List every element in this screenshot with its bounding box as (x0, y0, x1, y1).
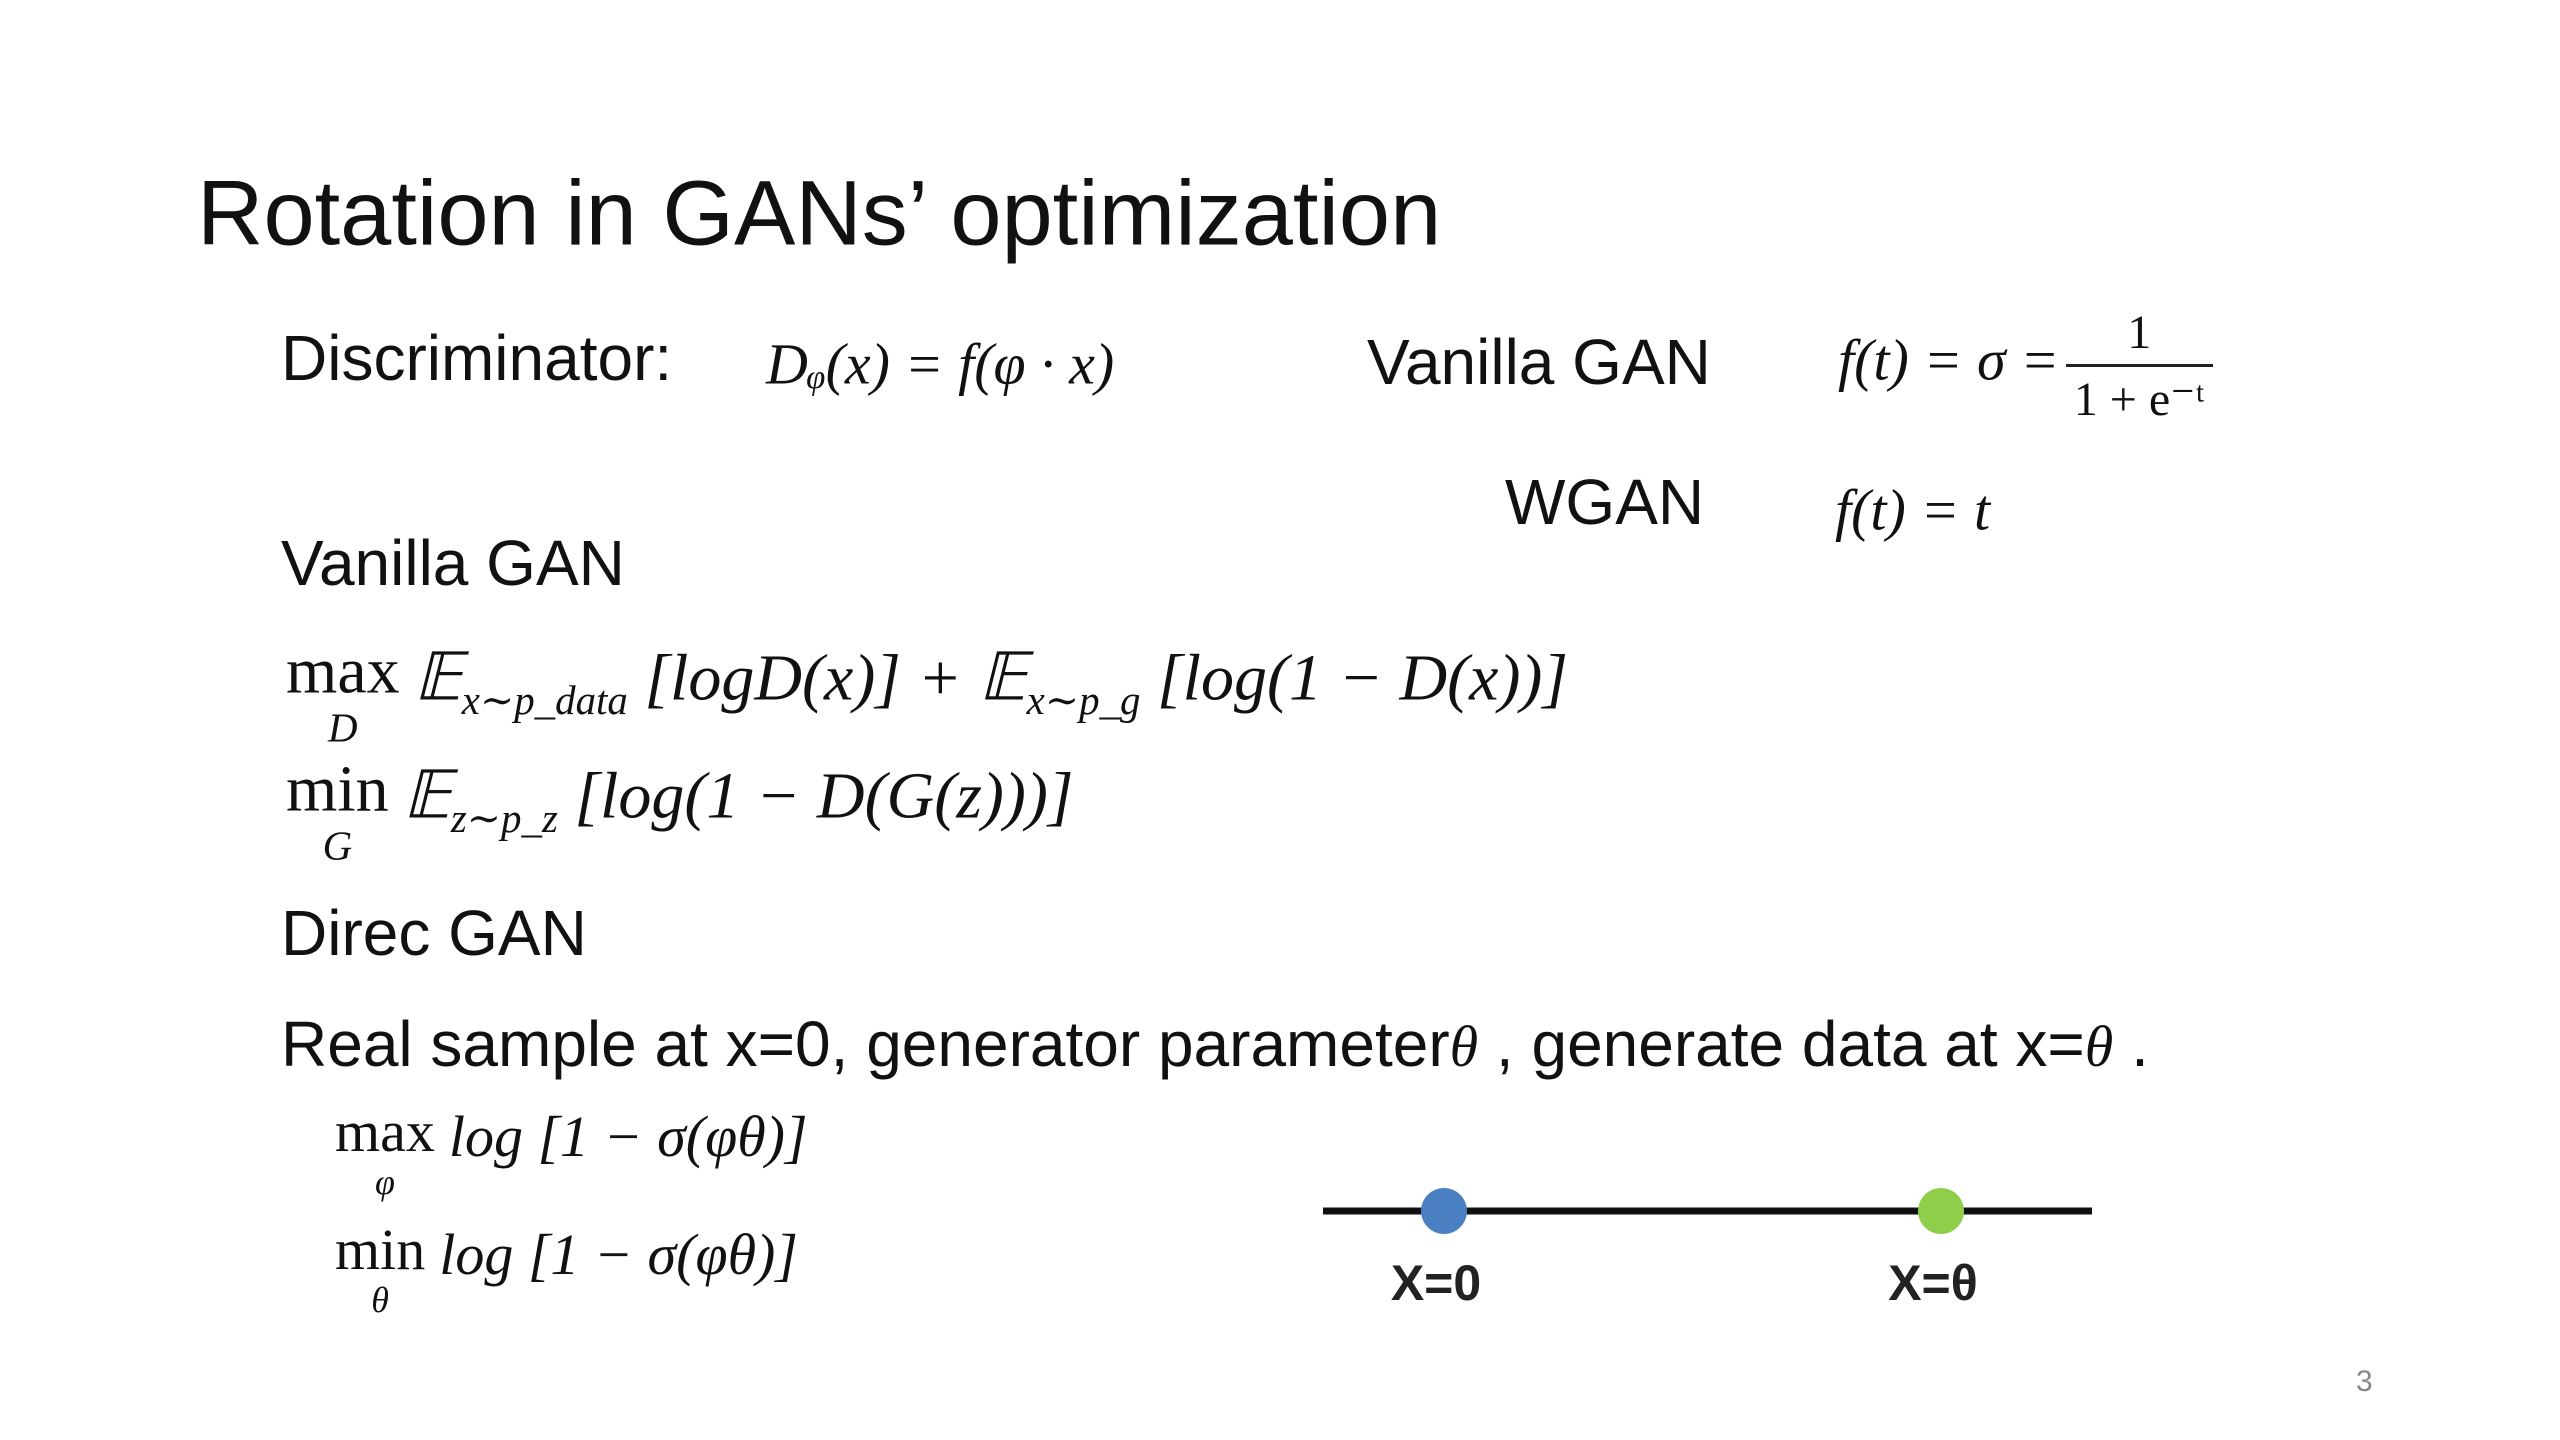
math-symbol: θ (1449, 1014, 1479, 1079)
operator-name: min (286, 752, 389, 826)
number-line-diagram: X=0 X=θ (1323, 1188, 2092, 1311)
operator-name: max (286, 634, 400, 708)
operator-name: min (335, 1217, 426, 1283)
slide-title: Rotation in GANs’ optimization (197, 162, 1442, 265)
sentence: Real sample at x=0, generator parameterθ… (281, 1007, 2149, 1081)
point-label: X=0 (1391, 1255, 1481, 1311)
expression: [log(1 − D(x))] (1140, 641, 1569, 715)
operator: max φ (335, 1103, 435, 1201)
operator-under: φ (374, 1162, 395, 1203)
operator-under: G (322, 823, 353, 869)
point-label: X=θ (1888, 1255, 1978, 1311)
objective: max φ log [1 − σ(φθ)] (335, 1103, 808, 1201)
objective: max D 𝔼x∼p_data [logD(x)] + 𝔼x∼p_g [log(1 … (286, 634, 1569, 751)
math-symbol: θ (2084, 1014, 2114, 1079)
expression: log [1 − σ(φθ)] (448, 1104, 808, 1170)
discriminator-label: Discriminator: (281, 322, 673, 394)
operator: min G (286, 752, 389, 869)
objective: min G 𝔼z∼p_z [log(1 − D(G(z)))] (286, 752, 1074, 869)
sentence-text: Real sample at x=0, generator parameter (281, 1008, 1450, 1080)
discriminator-formula: Dᵩ(x) = f(φ · x) (766, 331, 1115, 397)
formula-text: f(t) = σ = (1838, 327, 2060, 393)
section-heading: Vanilla GAN (281, 527, 625, 599)
operator-under: D (328, 705, 358, 751)
expression: log [1 − σ(φθ)] (439, 1222, 798, 1288)
operator: min θ (335, 1221, 425, 1319)
subscript: z∼p_z (450, 795, 558, 841)
objective: min θ log [1 − σ(φθ)] (335, 1221, 798, 1319)
operator: max D (286, 634, 400, 751)
expression: [logD(x)] + 𝔼 (627, 641, 1027, 715)
subscript: x∼p_g (1026, 677, 1141, 723)
section-heading: Direc GAN (281, 897, 587, 969)
subscript: x∼p_data (461, 677, 628, 723)
variant-name: Vanilla GAN (1367, 326, 1711, 398)
operator-name: max (335, 1099, 435, 1165)
variant-name: WGAN (1505, 466, 1705, 538)
expression: 𝔼 (402, 759, 451, 833)
sentence-text: , generate data at x= (1478, 1008, 2085, 1080)
variant-formula: f(t) = σ = 1 1 + e⁻ᵗ (1838, 305, 2213, 427)
sentence-text: . (2113, 1008, 2149, 1080)
fraction: 1 1 + e⁻ᵗ (2065, 305, 2213, 427)
expression: [log(1 − D(G(z)))] (557, 759, 1074, 833)
point (1421, 1188, 1467, 1234)
variant-formula: f(t) = t (1835, 477, 1991, 543)
operator-under: θ (371, 1280, 389, 1321)
point (1918, 1188, 1964, 1234)
numerator: 1 (2065, 305, 2213, 367)
expression: 𝔼 (413, 641, 462, 715)
page-number: 3 (2356, 1365, 2373, 1398)
denominator: 1 + e⁻ᵗ (2073, 373, 2205, 426)
